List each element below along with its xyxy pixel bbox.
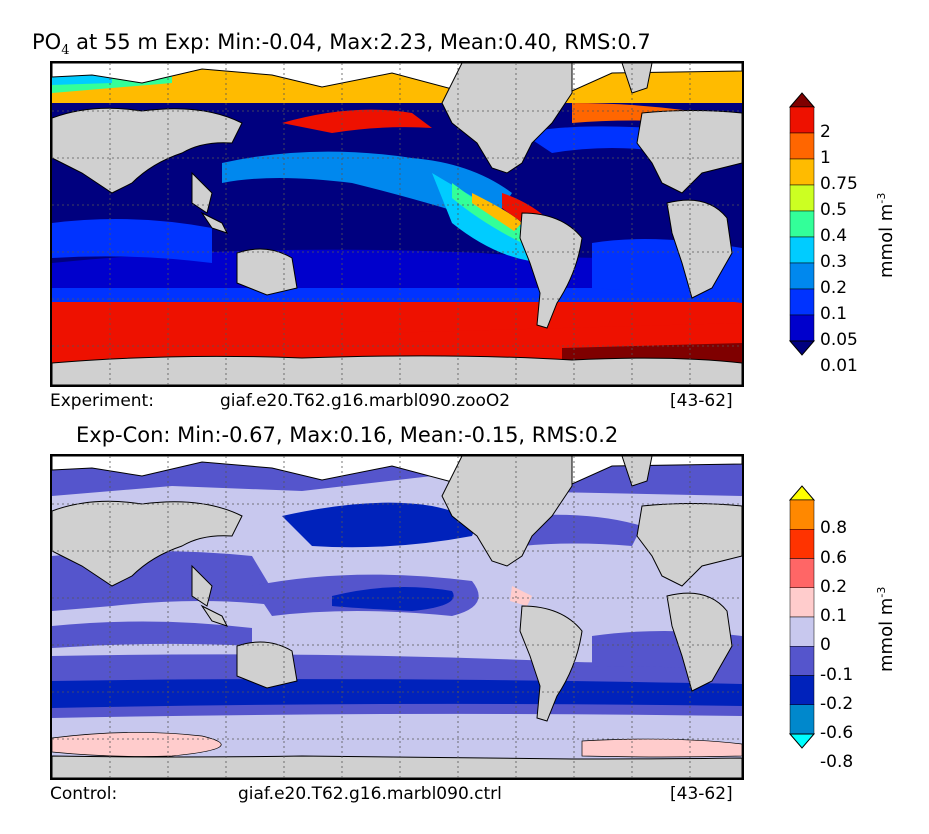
top-title-subscript: 4 bbox=[61, 43, 70, 59]
difference-colorbar-tick-label: 0 bbox=[820, 635, 831, 656]
difference-colorbar-swatch bbox=[789, 587, 815, 618]
difference-colorbar-swatch bbox=[789, 704, 815, 735]
experiment-colorbar-swatch bbox=[789, 314, 815, 342]
experiment-years: [43-62] bbox=[670, 391, 733, 411]
experiment-colorbar-tick-label: 0.75 bbox=[820, 174, 858, 194]
experiment-colorbar-tick-label: 0.01 bbox=[820, 356, 858, 376]
difference-colorbar-tick-label: 0.1 bbox=[820, 606, 848, 626]
top-title-var: PO bbox=[32, 30, 62, 54]
experiment-colorbar-min-triangle bbox=[788, 340, 816, 356]
difference-colorbar-swatch bbox=[789, 558, 815, 588]
experiment-colorbar-swatch bbox=[789, 288, 815, 316]
difference-colorbar-max-triangle bbox=[788, 485, 816, 501]
experiment-footer-label: Experiment: bbox=[50, 391, 154, 411]
experiment-case-name: giaf.e20.T62.g16.marbl090.zooO2 bbox=[220, 391, 511, 411]
difference-colorbar-tick-label: -0.8 bbox=[820, 752, 854, 773]
difference-colorbar-tick-label: 0.2 bbox=[820, 576, 848, 597]
difference-colorbar-swatch bbox=[789, 529, 815, 559]
difference-colorbar-units: mmol m-3 bbox=[875, 586, 897, 672]
experiment-colorbar-tick-label: 0.1 bbox=[820, 304, 848, 324]
experiment-colorbar-units: mmol m-3 bbox=[875, 192, 897, 278]
experiment-colorbar-swatch bbox=[789, 106, 815, 134]
experiment-colorbar-tick-label: 0.2 bbox=[820, 278, 848, 298]
top-title: PO4 at 55 m Exp: Min:-0.04, Max:2.23, Me… bbox=[32, 30, 651, 58]
difference-colorbar-tick-label: 0.8 bbox=[820, 518, 848, 539]
bottom-title: Exp-Con: Min:-0.67, Max:0.16, Mean:-0.15… bbox=[76, 423, 619, 447]
difference-colorbar-tick-label: 0.6 bbox=[820, 547, 848, 568]
experiment-colorbar bbox=[788, 92, 816, 356]
difference-colorbar-min-triangle bbox=[788, 733, 816, 749]
difference-colorbar-tick-label: -0.6 bbox=[820, 723, 854, 743]
difference-colorbar-swatch bbox=[789, 675, 815, 705]
difference-colorbar bbox=[788, 485, 816, 749]
difference-colorbar-swatch bbox=[789, 646, 815, 676]
control-footer-label: Control: bbox=[50, 784, 118, 804]
control-case-name: giaf.e20.T62.g16.marbl090.ctrl bbox=[238, 784, 502, 804]
difference-colorbar-tick-label: -0.1 bbox=[820, 664, 854, 685]
difference-colorbar-swatch bbox=[789, 499, 815, 530]
experiment-colorbar-swatch bbox=[789, 262, 815, 290]
experiment-colorbar-tick-label: 2 bbox=[820, 122, 831, 142]
difference-map bbox=[50, 454, 744, 780]
experiment-colorbar-swatch bbox=[789, 158, 815, 186]
experiment-colorbar-tick-label: 0.3 bbox=[820, 252, 848, 272]
experiment-colorbar-max-triangle bbox=[788, 92, 816, 108]
experiment-colorbar-swatch bbox=[789, 236, 815, 264]
top-title-stats: at 55 m Exp: Min:-0.04, Max:2.23, Mean:0… bbox=[69, 30, 651, 54]
experiment-colorbar-swatch bbox=[789, 184, 815, 212]
experiment-colorbar-swatch bbox=[789, 132, 815, 160]
experiment-colorbar-tick-label: 0.4 bbox=[820, 226, 848, 246]
difference-colorbar-swatch bbox=[789, 616, 815, 647]
difference-colorbar-tick-label: -0.2 bbox=[820, 693, 854, 714]
control-years: [43-62] bbox=[670, 784, 733, 804]
experiment-colorbar-tick-label: 0.5 bbox=[820, 200, 848, 220]
experiment-colorbar-tick-label: 1 bbox=[820, 148, 831, 168]
experiment-map bbox=[50, 61, 744, 387]
experiment-colorbar-swatch bbox=[789, 210, 815, 238]
experiment-colorbar-tick-label: 0.05 bbox=[820, 330, 858, 350]
